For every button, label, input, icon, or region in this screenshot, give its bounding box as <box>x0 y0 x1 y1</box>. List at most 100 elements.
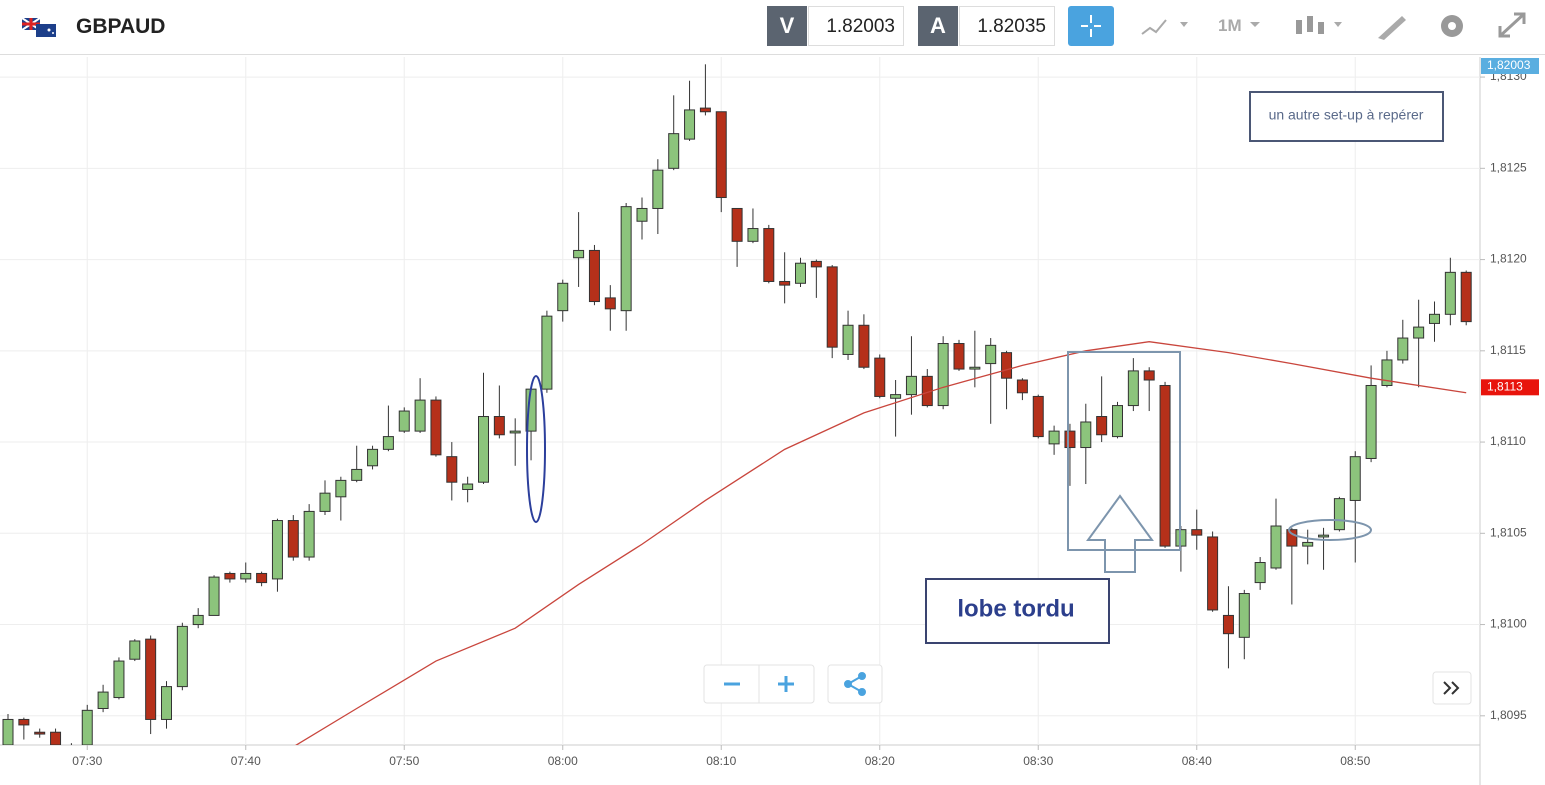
timeframe[interactable]: 1M <box>1218 16 1242 35</box>
candle-body <box>573 249 585 259</box>
annotation: un autre set-up à repérer <box>1269 107 1424 123</box>
zoom-in[interactable] <box>778 676 794 692</box>
candle-body <box>747 228 759 242</box>
candle-body <box>1048 430 1060 445</box>
candle-body <box>1381 359 1393 386</box>
candle-body <box>1127 370 1139 407</box>
bid-label[interactable]: V <box>767 6 807 46</box>
annotation-box <box>1249 91 1444 142</box>
x-tick-label: 08:00 <box>548 754 578 768</box>
candle-body <box>1080 421 1092 449</box>
scroll-button[interactable] <box>1432 671 1472 705</box>
candle-body <box>668 133 680 169</box>
candle-body <box>335 479 347 498</box>
candle-body <box>319 492 331 512</box>
candle-body <box>97 691 109 710</box>
candle-body <box>1064 430 1076 449</box>
candle-body <box>1143 370 1155 381</box>
candle-body <box>1159 384 1171 547</box>
candle-body <box>810 260 822 268</box>
candle-body <box>937 343 949 407</box>
candle-body <box>1207 536 1219 611</box>
candle-body <box>1016 379 1028 394</box>
candle-body <box>271 520 283 580</box>
candle-body <box>509 430 521 434</box>
x-tick-label: 07:30 <box>72 754 102 768</box>
highlight-ellipse <box>526 375 546 523</box>
ask-label[interactable]: A <box>918 6 958 46</box>
candle-body <box>636 207 648 222</box>
x-tick-label: 08:10 <box>706 754 736 768</box>
candle-body <box>826 266 838 348</box>
moving-average <box>295 341 1467 745</box>
candle-body <box>1286 529 1298 547</box>
annotation-box <box>925 578 1110 644</box>
ask-price[interactable]: 1.82035 <box>959 6 1055 46</box>
candle-body <box>176 625 188 688</box>
price-tag-label: 1,82003 <box>1487 58 1531 72</box>
arrow <box>1086 494 1154 573</box>
candle-body <box>541 315 553 390</box>
crosshair-button[interactable] <box>1068 6 1114 46</box>
bid-price[interactable]: 1.82003 <box>808 6 904 46</box>
y-tick-label: 1,8110 <box>1490 434 1526 448</box>
candle-body <box>145 638 157 720</box>
candle-body <box>303 510 315 558</box>
share-button[interactable] <box>827 664 883 704</box>
toolbar: GBPAUD V 1.82003 A 1.82035 1M <box>0 0 1545 55</box>
candle-body <box>367 448 379 467</box>
fullscreen-button[interactable] <box>1490 6 1536 46</box>
price-tag <box>1481 379 1539 396</box>
candle-body <box>715 111 727 199</box>
candle-body <box>351 468 363 481</box>
candle-body <box>446 456 458 483</box>
candle-body <box>890 394 902 399</box>
candle-body <box>1238 593 1250 638</box>
candle-body <box>731 207 743 242</box>
candle-body <box>1444 271 1456 315</box>
candle-body <box>382 436 394 450</box>
x-tick-label: 07:40 <box>231 754 261 768</box>
candle-body <box>1001 352 1013 379</box>
candle-body <box>1429 313 1440 324</box>
zoom-controls <box>703 664 1472 705</box>
candle-body <box>1318 534 1330 538</box>
candle-body <box>1333 498 1345 531</box>
candle-body <box>969 366 981 370</box>
y-tick-label: 1,8115 <box>1490 343 1526 357</box>
candle-body <box>240 572 252 580</box>
highlight-box <box>1067 351 1181 551</box>
x-tick-label: 08:20 <box>865 754 895 768</box>
highlight-ellipse <box>1288 519 1372 541</box>
share-icon <box>844 672 866 696</box>
candle-body <box>66 747 76 752</box>
chart-type-button[interactable] <box>1138 6 1198 46</box>
timeframe-caret[interactable] <box>1248 6 1264 46</box>
y-tick-label: 1,8095 <box>1490 708 1527 722</box>
x-tick-label: 08:40 <box>1182 754 1212 768</box>
candle-body <box>430 399 442 456</box>
y-tick-label: 1,8125 <box>1490 160 1527 174</box>
candle-body <box>462 483 474 491</box>
candle-body <box>588 249 600 303</box>
candle-body <box>620 206 632 312</box>
candle-button[interactable] <box>1290 6 1350 46</box>
x-tick-label: 08:30 <box>1023 754 1053 768</box>
candle-body <box>874 357 886 397</box>
candle-body <box>953 343 965 370</box>
candle-body <box>287 520 299 558</box>
x-tick-label: 07:50 <box>389 754 419 768</box>
candle-body <box>192 614 204 626</box>
candle-body <box>604 297 616 310</box>
candle-body <box>1191 529 1203 536</box>
y-tick-label: 1,8100 <box>1490 617 1527 631</box>
draw-button[interactable] <box>1372 6 1418 46</box>
candle-body <box>1112 405 1123 438</box>
candle-body <box>478 416 489 483</box>
candle-body <box>684 109 696 140</box>
settings-button[interactable] <box>1430 6 1476 46</box>
y-tick-label: 1,8120 <box>1490 252 1527 266</box>
candle-body <box>858 324 870 368</box>
candle-body <box>1460 271 1472 323</box>
